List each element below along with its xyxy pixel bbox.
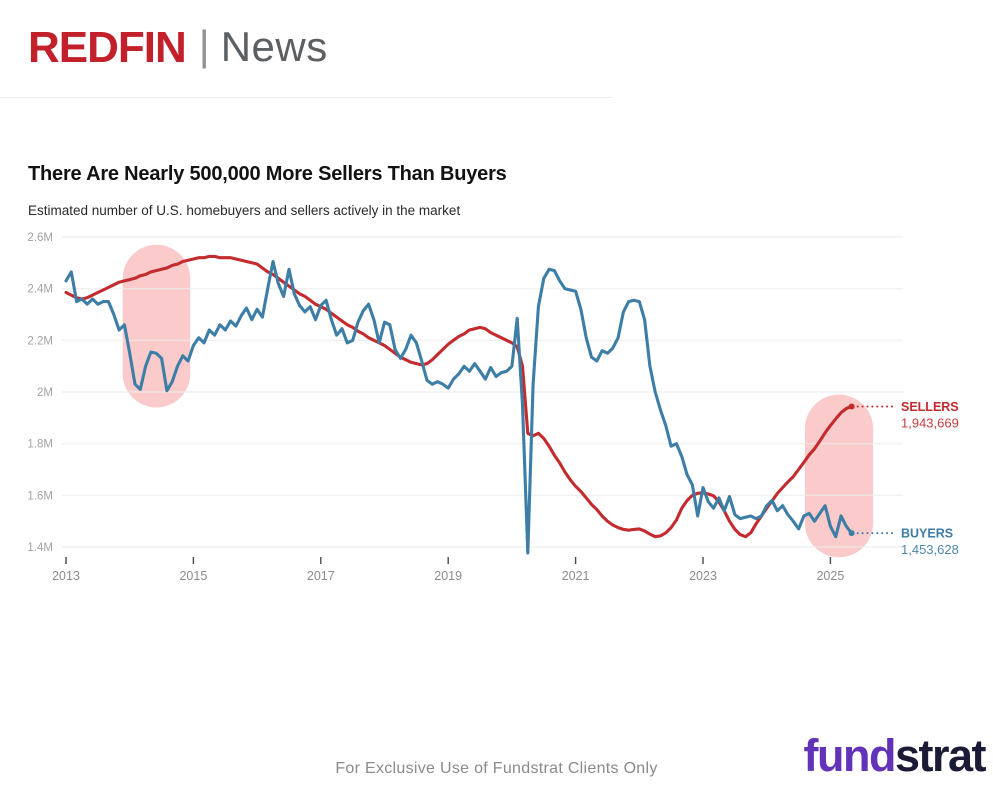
chart-title: There Are Nearly 500,000 More Sellers Th… bbox=[28, 163, 507, 185]
highlight-oval-1 bbox=[122, 244, 191, 408]
x-axis-label-2015: 2015 bbox=[179, 569, 207, 583]
redfin-news-logo: REDFIN | News bbox=[28, 18, 328, 78]
footer-disclaimer: For Exclusive Use of Fundstrat Clients O… bbox=[335, 760, 658, 777]
news-section-text: News bbox=[220, 23, 328, 70]
x-axis-label-2023: 2023 bbox=[689, 569, 717, 583]
y-axis-label-2.6M: 2.6M bbox=[27, 232, 53, 244]
logo-divider: | bbox=[198, 22, 210, 69]
x-axis-label-2013: 2013 bbox=[52, 569, 80, 583]
y-axis-label-2M: 2M bbox=[37, 387, 53, 399]
series-label-buyers: BUYERS bbox=[901, 527, 953, 541]
series-end-dot-sellers bbox=[848, 403, 855, 410]
series-label-sellers: SELLERS bbox=[901, 400, 959, 414]
series-value-buyers: 1,453,628 bbox=[901, 542, 959, 557]
header-divider-line bbox=[0, 97, 612, 98]
series-end-dot-buyers bbox=[848, 530, 855, 537]
x-axis-label-2017: 2017 bbox=[307, 569, 335, 583]
y-axis-label-1.6M: 1.6M bbox=[27, 490, 53, 502]
fundstrat-logo-fund: fund bbox=[803, 730, 897, 781]
x-axis-label-2021: 2021 bbox=[562, 569, 590, 583]
x-axis-label-2025: 2025 bbox=[816, 569, 844, 583]
series-line-buyers bbox=[64, 259, 854, 555]
y-axis-label-1.4M: 1.4M bbox=[27, 542, 53, 554]
x-axis-label-2019: 2019 bbox=[434, 569, 462, 583]
y-axis-label-1.8M: 1.8M bbox=[27, 439, 53, 451]
series-value-sellers: 1,943,669 bbox=[901, 416, 959, 431]
y-axis-label-2.2M: 2.2M bbox=[27, 335, 53, 347]
fundstrat-logo-strat: strat bbox=[894, 730, 987, 781]
fundstrat-logo: fundstrat bbox=[803, 730, 987, 781]
y-axis-label-2.4M: 2.4M bbox=[27, 284, 53, 296]
chart-subtitle: Estimated number of U.S. homebuyers and … bbox=[28, 203, 461, 218]
redfin-brand-text: REDFIN bbox=[28, 23, 187, 72]
